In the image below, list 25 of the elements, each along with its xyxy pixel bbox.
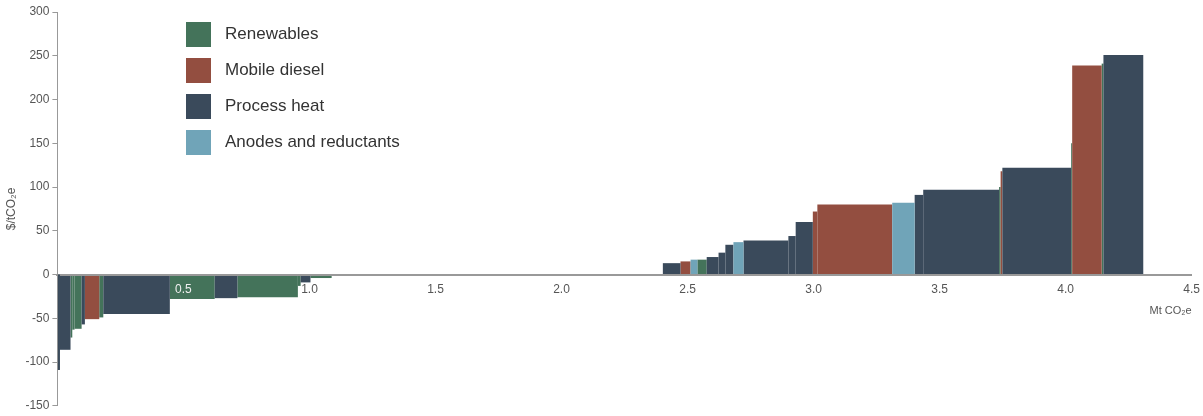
x-tick-label: 3.0 bbox=[805, 282, 823, 297]
x-tick-label: 1.5 bbox=[427, 282, 445, 297]
x-tick-label: 2.5 bbox=[679, 282, 697, 297]
y-tick-label: -100 bbox=[25, 354, 50, 369]
legend-label: Anodes and reductants bbox=[225, 132, 400, 152]
x-tick-label: 2.0 bbox=[553, 282, 571, 297]
legend-label: Mobile diesel bbox=[225, 60, 325, 80]
x-tick-label: 1.0 bbox=[301, 282, 319, 297]
legend-label: Renewables bbox=[225, 24, 319, 44]
y-axis-title: $/tCO₂e bbox=[3, 187, 18, 231]
x-tick-label: 4.0 bbox=[1057, 282, 1075, 297]
y-tick-label: 50 bbox=[36, 223, 50, 238]
y-tick-label: 0 bbox=[42, 266, 50, 281]
y-tick-label: -150 bbox=[25, 398, 50, 413]
x-tick-label: 3.5 bbox=[931, 282, 949, 297]
x-axis-title: Mt CO₂e bbox=[1149, 303, 1192, 316]
y-tick-label: 250 bbox=[29, 48, 50, 63]
legend-label: Process heat bbox=[225, 96, 325, 116]
y-tick-label: 100 bbox=[29, 179, 50, 194]
y-tick-label: -50 bbox=[32, 310, 50, 325]
x-tick-label: 4.5 bbox=[1183, 282, 1201, 297]
x-tick-label: 0.5 bbox=[175, 282, 193, 297]
y-tick-label: 300 bbox=[29, 4, 50, 19]
y-tick-label: 150 bbox=[29, 135, 50, 150]
y-tick-label: 200 bbox=[29, 91, 50, 106]
